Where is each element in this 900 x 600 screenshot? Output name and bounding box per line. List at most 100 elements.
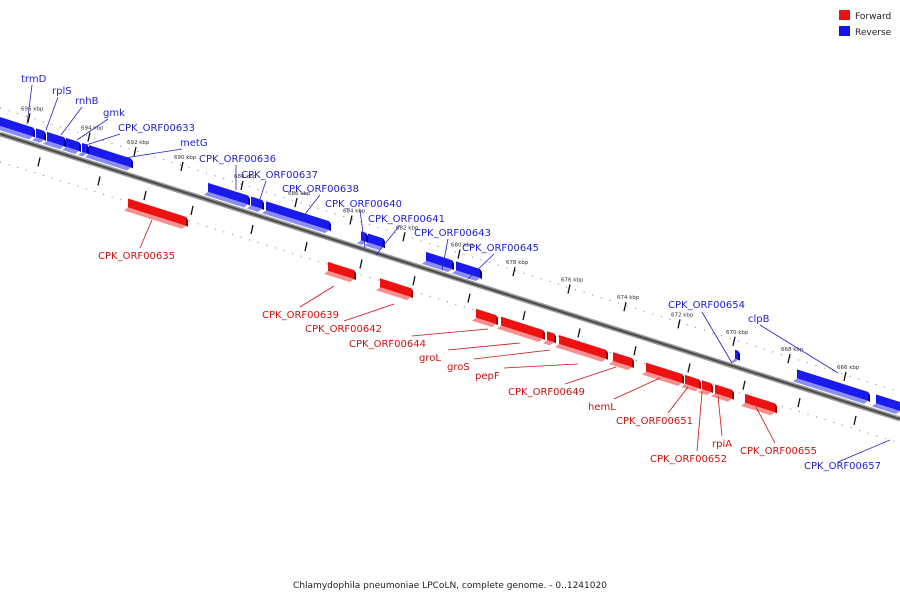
gene-block-gros[interactable] [543,331,556,346]
leader-line [26,84,33,125]
tick-mark [457,249,461,259]
gene-block-cpk-orf00651[interactable] [681,374,701,392]
gene-label-rnhb[interactable]: rnhB [75,96,99,107]
tick-mark [304,241,308,252]
leader-line [503,363,579,369]
tick-mark [522,310,526,321]
gene-label-cpk-orf00640[interactable]: CPK_ORF00640 [325,199,402,210]
tick-mark [742,380,746,390]
gene-label-cpk-orf00644[interactable]: CPK_ORF00644 [349,339,426,350]
gene-label-cpk-orf00635[interactable]: CPK_ORF00635 [98,251,175,262]
gene-block-cpk-orf00657[interactable] [872,394,900,414]
gene-block-clpb[interactable] [793,369,870,404]
gene-label-cpk-orf00649[interactable]: CPK_ORF00649 [508,387,585,398]
reverse-gene-track [0,117,900,414]
gene-label-cpk-orf00638[interactable]: CPK_ORF00638 [282,184,359,195]
gene-label-rpls[interactable]: rplS [52,86,72,97]
gene-block-cpk-orf00635[interactable] [124,198,188,229]
gene-label-gmk[interactable]: gmk [103,108,125,119]
tick-label: 690 kbp [174,155,197,161]
gene-label-cpk-orf00654[interactable]: CPK_ORF00654 [668,300,745,311]
tick-mark [787,354,791,364]
gene-block-cpk-orf00636[interactable] [204,182,250,208]
gene-label-metg[interactable]: metG [180,138,208,149]
gene-block-gmk[interactable] [62,137,81,155]
gene-label-cpk-orf00642[interactable]: CPK_ORF00642 [305,324,382,335]
leader-line [139,219,153,249]
gene-block-heml[interactable] [642,362,684,386]
gene-block-cpk-orf00649[interactable] [609,352,634,371]
tick-mark [732,336,736,346]
tick-label: 678 kbp [506,260,529,266]
tick-label: 680 kbp [451,243,474,249]
gene-label-cpk-orf00639[interactable]: CPK_ORF00639 [262,310,339,321]
gene-label-cpk-orf00637[interactable]: CPK_ORF00637 [241,170,318,181]
tick-mark [133,146,137,157]
genome-caption: Chlamydophila pneumoniae LPCoLN, complet… [293,581,607,591]
gene-label-pepf[interactable]: pepF [475,371,500,382]
gene-label-cpk-orf00655[interactable]: CPK_ORF00655 [740,446,817,457]
gene-block-cpk-orf00640[interactable] [357,231,368,245]
leader-line [613,377,661,400]
gene-block-cpk-orf00644[interactable] [472,308,498,328]
gene-block-cpk-orf00645[interactable] [452,261,482,281]
gene-label-cpk-orf00651[interactable]: CPK_ORF00651 [616,416,693,427]
gene-label-cpk-orf00643[interactable]: CPK_ORF00643 [414,228,491,239]
gene-block-rpls[interactable] [32,128,46,143]
legend: Forward Reverse [839,10,892,38]
legend-forward-label: Forward [855,12,891,22]
gene-block-cpk-orf00642[interactable] [376,278,413,301]
leader-line [441,238,449,271]
gene-label-trmd[interactable]: trmD [21,74,47,85]
gene-label-cpk-orf00633[interactable]: CPK_ORF00633 [118,123,195,134]
legend-reverse-swatch [839,26,850,36]
tick-mark [797,398,801,408]
tick-mark [402,232,406,242]
gene-block-grol[interactable] [497,316,545,342]
gene-block-cpk-orf00652[interactable] [698,380,713,396]
tick-mark [853,415,857,426]
gene-block-pepf[interactable] [555,335,608,362]
leader-line [411,328,489,337]
gene-label-heml[interactable]: hemL [588,402,616,413]
gene-label-cpk-orf00645[interactable]: CPK_ORF00645 [462,243,539,254]
gene-label-cpk-orf00641[interactable]: CPK_ORF00641 [368,214,445,225]
gene-label-clpb[interactable]: clpB [748,314,770,325]
tick-label: 676 kbp [561,278,584,284]
label-leaders [26,84,891,463]
legend-forward-swatch [839,10,850,20]
gene-label-gros[interactable]: groS [447,362,470,373]
gene-block-cpk-orf00633[interactable] [78,142,89,157]
tick-mark [294,197,298,208]
gene-label-cpk-orf00636[interactable]: CPK_ORF00636 [199,154,276,165]
gene-block-cpk-orf00655[interactable] [741,393,777,416]
leader-line [301,194,321,219]
gene-block-cpk-orf00637[interactable] [247,196,264,212]
tick-mark [27,113,31,123]
tick-mark [250,224,254,235]
leader-line [755,406,776,444]
leader-line [359,209,366,249]
tick-mark [349,215,353,225]
gene-block-rnhb[interactable] [43,131,66,150]
gene-block-cpk-orf00638[interactable] [262,201,331,234]
gene-block-cpk-orf00639[interactable] [324,261,356,283]
leader-line [837,439,891,463]
leader-line [45,96,59,131]
gene-block-cpk-orf00643[interactable] [422,251,454,273]
tick-mark [623,302,627,312]
leader-line [467,253,495,280]
gene-label-cpk-orf00657[interactable]: CPK_ORF00657 [804,461,881,472]
gene-label-cpk-orf00652[interactable]: CPK_ORF00652 [650,454,727,465]
gene-block-metg[interactable] [85,145,133,171]
gene-block-trmd[interactable] [0,117,35,140]
gene-label-grol[interactable]: groL [419,353,441,364]
gene-block-cpk-orf00654[interactable] [731,349,740,363]
tick-label: 688 kbp [234,174,257,180]
gene-block-cpk-orf00641[interactable] [364,233,385,251]
tick-mark [577,328,581,338]
gene-block-rpia[interactable] [711,384,734,402]
tick-label: 674 kbp [617,295,640,301]
gene-label-rpia[interactable]: rpiA [712,439,732,450]
